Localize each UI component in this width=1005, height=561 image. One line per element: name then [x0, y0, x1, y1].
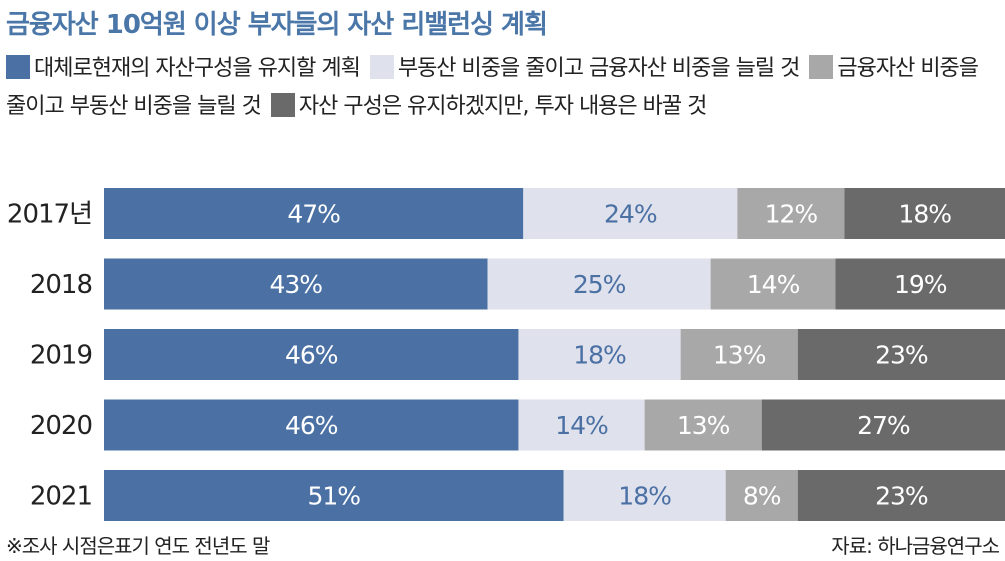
data-label-1-3: 12%	[765, 200, 818, 229]
category-label-3: 2019	[30, 341, 92, 371]
category-label-2: 2018	[30, 270, 92, 300]
data-label-1-2: 24%	[604, 200, 657, 229]
chart-title: 금융자산 10억원 이상 부자들의 자산 리밸런싱 계획	[6, 10, 548, 40]
bar-segment-5-2	[563, 470, 726, 521]
data-label-2-4: 19%	[894, 270, 947, 299]
bar-segment-4-1	[104, 399, 519, 451]
data-label-3-4: 23%	[875, 341, 928, 370]
legend-item-4: 자산 구성은 유지하겠지만, 투자 내용은 바꿀 것	[270, 93, 708, 119]
category-label-1: 2017년	[7, 200, 92, 230]
source-credit: 자료: 하나금융연구소	[831, 534, 1000, 558]
data-label-5-3: 8%	[743, 482, 781, 511]
legend-label-2: 부동산 비중을 줄이고 금융자산 비중을 늘릴 것	[397, 56, 801, 81]
legend-swatch-2	[369, 55, 394, 79]
data-label-2-3: 14%	[747, 270, 800, 299]
bar-segment-5-1	[104, 470, 564, 521]
category-label-5: 2021	[30, 482, 92, 512]
legend-item-2: 부동산 비중을 줄이고 금융자산 비중을 늘릴 것	[369, 55, 801, 81]
bar-segment-3-1	[104, 329, 519, 380]
bar-segment-5-3	[725, 470, 798, 521]
legend-label-4: 자산 구성은 유지하겠지만, 투자 내용은 바꿀 것	[298, 94, 708, 119]
category-label-4: 2020	[30, 411, 92, 441]
data-label-3-3: 13%	[713, 341, 766, 370]
legend-label-3: 금융자산 비중을 줄이고 부동산 비중을 늘릴 것	[6, 56, 979, 119]
footnote: ※조사 시점은표기 연도 전년도 말	[6, 534, 270, 558]
bar-segment-3-3	[680, 329, 798, 380]
bar-segment-1-2	[523, 188, 738, 239]
data-label-3-1: 46%	[285, 341, 338, 370]
data-label-4-2: 14%	[555, 411, 608, 440]
bar-segment-1-1	[104, 188, 524, 239]
data-label-2-1: 43%	[270, 270, 323, 299]
data-label-4-4: 27%	[857, 411, 910, 440]
bar-segment-2-3	[710, 258, 836, 310]
bar-segment-4-4	[761, 399, 1005, 451]
bar-segment-2-1	[104, 258, 488, 310]
data-label-3-2: 18%	[573, 341, 626, 370]
legend-swatch-3	[809, 55, 834, 79]
data-label-4-3: 13%	[677, 411, 730, 440]
bar-segment-1-4	[844, 188, 1005, 239]
bar-segment-5-4	[797, 470, 1005, 521]
data-label-5-1: 51%	[307, 482, 360, 511]
legend-swatch-4	[270, 93, 295, 117]
data-label-1-1: 47%	[287, 200, 340, 229]
bar-segment-2-4	[835, 258, 1005, 310]
data-label-4-1: 46%	[285, 411, 338, 440]
data-label-2-2: 25%	[573, 270, 626, 299]
bar-segment-2-2	[487, 258, 711, 310]
data-label-5-2: 18%	[618, 482, 671, 511]
legend-item-3: 금융자산 비중을 줄이고 부동산 비중을 늘릴 것	[6, 55, 979, 119]
legend-swatch-1	[6, 55, 30, 79]
data-label-5-4: 23%	[875, 482, 928, 511]
bar-segment-4-3	[644, 399, 762, 451]
legend-item-1: 대체로현재의 자산구성을 유지할 계획	[6, 55, 361, 81]
bar-segment-1-3	[737, 188, 845, 239]
data-label-1-4: 18%	[898, 200, 951, 229]
chart-legend: 대체로현재의 자산구성을 유지할 계획 부동산 비중을 줄이고 금융자산 비중을 …	[6, 50, 1001, 126]
bar-segment-3-4	[797, 329, 1005, 380]
bar-segment-4-2	[518, 399, 645, 451]
bar-segment-3-2	[518, 329, 681, 380]
legend-label-1: 대체로현재의 자산구성을 유지할 계획	[34, 56, 361, 81]
